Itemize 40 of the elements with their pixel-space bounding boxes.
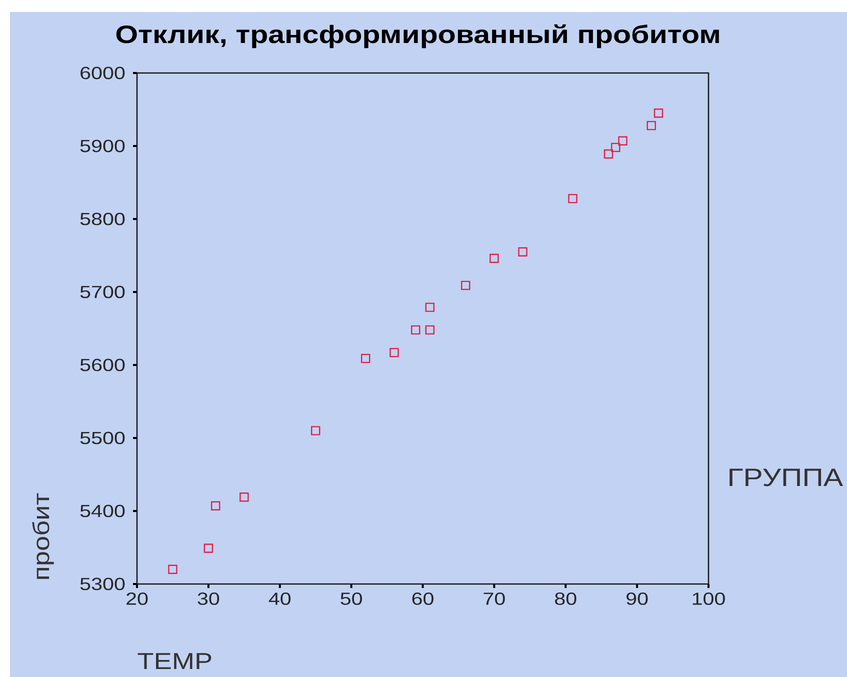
x-tick-label: 80 <box>555 592 576 605</box>
x-tick-label: 90 <box>626 592 648 605</box>
chart-title: Отклик, трансформированный пробитом <box>116 24 719 48</box>
point <box>411 325 420 335</box>
y-tick-label: 5400 <box>80 504 125 518</box>
point <box>568 194 578 204</box>
point <box>646 120 656 130</box>
point <box>490 254 499 264</box>
point <box>168 564 178 574</box>
x-tick-label: 40 <box>268 592 291 605</box>
point <box>461 280 470 290</box>
x-tick-label: 70 <box>484 592 505 605</box>
y-axis-title: пробит <box>32 493 54 579</box>
y-tick-label: 5500 <box>80 432 125 444</box>
point <box>361 354 370 364</box>
x-axis-title: TEMP <box>138 653 212 669</box>
y-tick-label: 5900 <box>80 140 125 152</box>
point <box>518 247 528 256</box>
point <box>390 348 399 358</box>
point <box>210 501 220 510</box>
x-tick-label: 100 <box>692 592 725 605</box>
point <box>425 302 434 312</box>
y-tick-label: 5700 <box>80 286 125 298</box>
point <box>654 108 664 118</box>
point <box>425 325 434 335</box>
legend-title: ГРУППА <box>730 468 844 486</box>
y-tick-label: 6000 <box>80 66 125 80</box>
x-tick-label: 20 <box>126 592 148 605</box>
point <box>310 426 320 436</box>
y-tick-label: 5600 <box>80 358 125 372</box>
y-tick-label: 5300 <box>80 578 125 590</box>
point <box>611 142 620 152</box>
x-tick-label: 60 <box>412 592 434 605</box>
point <box>240 492 249 502</box>
y-tick-label: 5800 <box>80 212 125 226</box>
x-tick-label: 30 <box>198 592 220 605</box>
point <box>618 136 628 146</box>
point <box>604 149 614 159</box>
x-tick-label: 50 <box>340 592 362 605</box>
point <box>204 544 214 553</box>
